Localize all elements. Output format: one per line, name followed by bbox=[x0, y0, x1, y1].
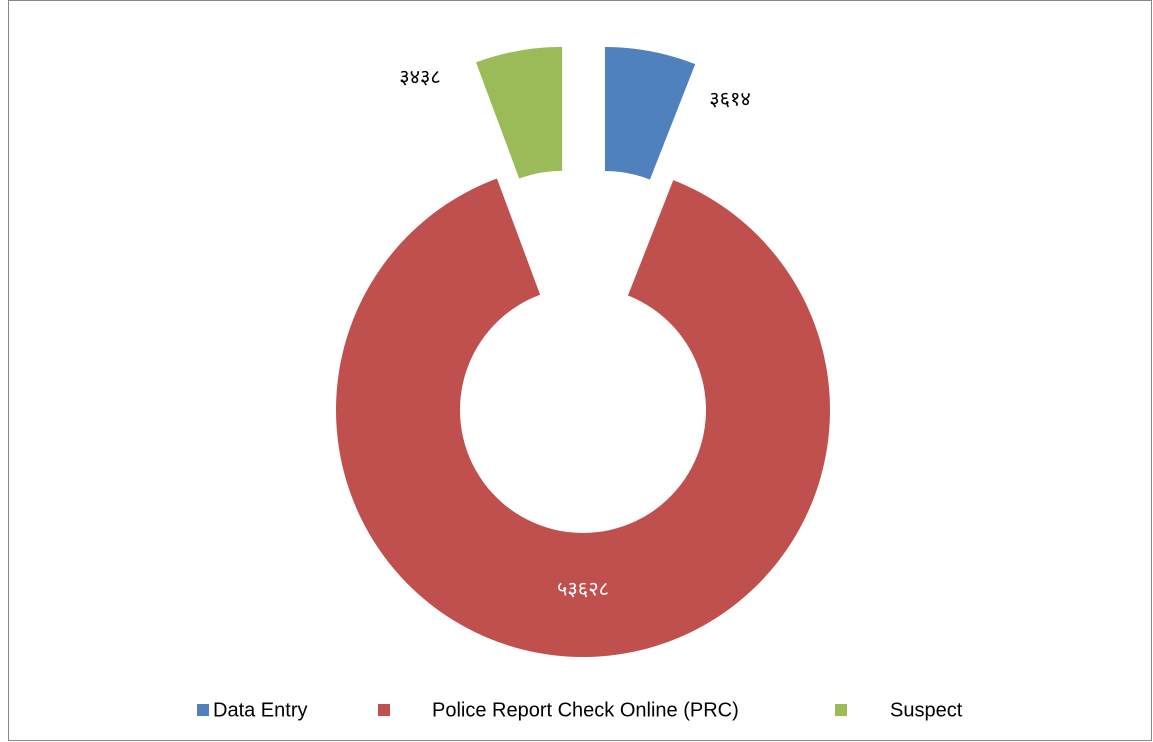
legend-label: Police Report Check Online (PRC) bbox=[432, 699, 739, 721]
donut-slice bbox=[336, 178, 831, 658]
donut-slice bbox=[476, 46, 563, 179]
data-label: ३६१४ bbox=[709, 88, 751, 110]
legend-label: Data Entry bbox=[213, 699, 307, 721]
legend-label: Suspect bbox=[890, 699, 963, 721]
data-label: ३४३८ bbox=[399, 66, 441, 88]
legend-swatch bbox=[378, 704, 390, 716]
legend-swatch bbox=[835, 704, 847, 716]
legend-swatch bbox=[197, 704, 209, 716]
data-label: ५३६२८ bbox=[557, 578, 609, 600]
donut-slice bbox=[604, 47, 696, 180]
